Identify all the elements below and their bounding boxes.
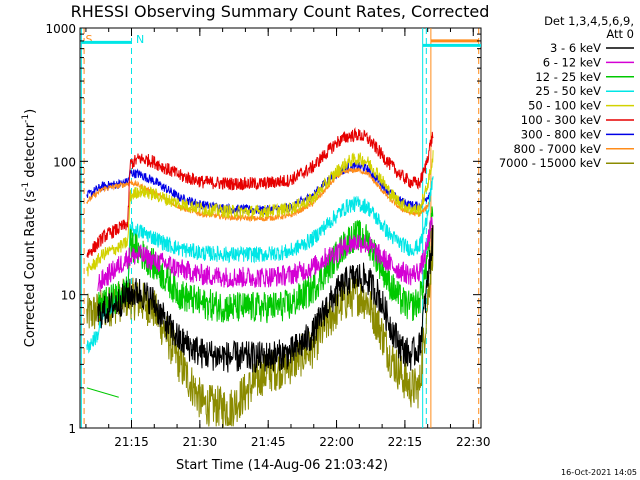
y-tick-label: 1000: [45, 22, 76, 36]
y-tick-label: 1: [68, 422, 76, 436]
series-line: [86, 150, 434, 277]
marker-label: S: [85, 33, 92, 46]
x-tick-label: 21:15: [114, 435, 149, 449]
x-axis-ticks: 21:15 21:30 21:45 22:00 22:15 22:30: [85, 28, 491, 449]
y-tick-label: 100: [53, 155, 76, 169]
legend-label: 100 - 300 keV: [521, 113, 601, 127]
legend-label: 12 - 25 keV: [535, 70, 601, 84]
legend-header-line-2: Att 0: [606, 27, 634, 41]
series-line: [86, 127, 434, 258]
x-tick-label: 22:00: [319, 435, 354, 449]
chart-title: RHESSI Observing Summary Count Rates, Co…: [71, 2, 490, 21]
generation-timestamp: 16-Oct-2021 14:05: [561, 468, 637, 477]
series-lines: [86, 127, 434, 428]
series-line: [86, 176, 434, 354]
small-green-segment: [86, 387, 119, 398]
y-axis-label-end: ): [23, 109, 38, 114]
legend-label: 3 - 6 keV: [550, 41, 601, 55]
x-tick-label: 21:30: [183, 435, 218, 449]
legend-label: 300 - 800 keV: [521, 127, 601, 141]
legend-label: 50 - 100 keV: [528, 99, 601, 113]
series-line: [97, 225, 434, 374]
y-axis-label: Corrected Count Rate (s-1 detector-1): [21, 109, 38, 347]
x-tick-label: 22:15: [388, 435, 423, 449]
y-axis-label-main: Corrected Count Rate (s: [23, 191, 38, 348]
y-tick-label: 10: [61, 289, 76, 303]
y-axis-label-sup2: -1: [21, 114, 31, 123]
marker-label: N: [136, 33, 144, 46]
series-line: [97, 216, 434, 292]
y-axis-ticks: 1 10 100 1000: [45, 22, 481, 436]
y-axis-label-sup1: -1: [21, 182, 31, 191]
legend-label: 7000 - 15000 keV: [499, 156, 601, 170]
top-segments: [81, 39, 481, 47]
y-axis-label-mid: detector: [23, 122, 38, 182]
x-tick-label: 22:30: [456, 435, 491, 449]
legend-label: 800 - 7000 keV: [513, 142, 601, 156]
legend-label: 6 - 12 keV: [543, 55, 601, 69]
plot-frame: [79, 27, 482, 429]
x-tick-label: 21:45: [251, 435, 286, 449]
x-axis-label: Start Time (14-Aug-06 21:03:42): [176, 458, 388, 473]
legend-label: 25 - 50 keV: [535, 84, 601, 98]
legend-header-line-1: Det 1,3,4,5,6,9,: [544, 14, 634, 28]
